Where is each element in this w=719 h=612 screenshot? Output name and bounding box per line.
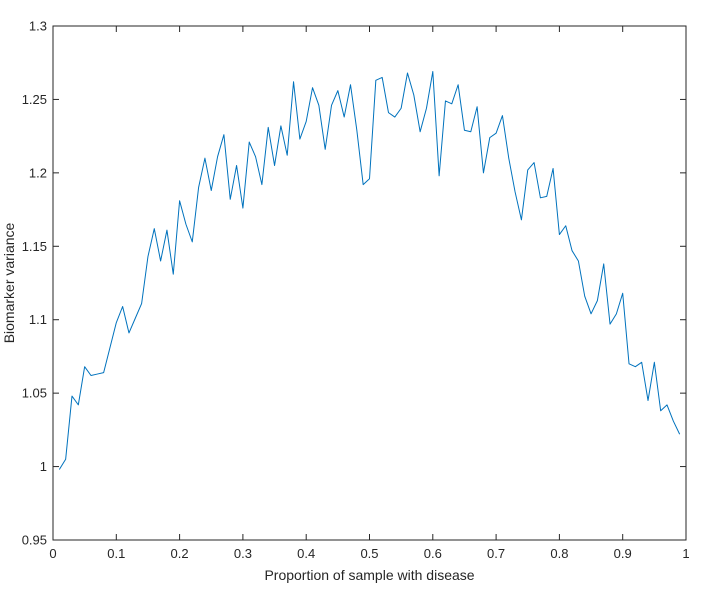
plot-frame — [52, 25, 687, 541]
y-axis-label: Biomarker variance — [1, 222, 17, 343]
plot-area — [53, 26, 686, 540]
x-axis-label: Proportion of sample with disease — [264, 567, 474, 583]
x-tick-label: 0.4 — [297, 546, 315, 561]
y-tick-label: 1.1 — [29, 312, 47, 327]
y-tick-label: 0.95 — [22, 533, 47, 548]
y-tick-label: 1.2 — [29, 165, 47, 180]
x-tick-label: 1 — [682, 546, 689, 561]
y-tick-label: 1.05 — [22, 386, 47, 401]
x-tick-label: 0.8 — [550, 546, 568, 561]
x-tick-label: 0 — [49, 546, 56, 561]
y-tick-label: 1.3 — [29, 19, 47, 34]
y-tick-label: 1.25 — [22, 92, 47, 107]
x-tick-label: 0.7 — [487, 546, 505, 561]
y-tick-label: 1.15 — [22, 239, 47, 254]
x-tick-label: 0.6 — [424, 546, 442, 561]
x-tick-label: 0.5 — [360, 546, 378, 561]
axis-tick-labels: 0 0.1 0.2 0.3 0.4 0.5 0.6 0.7 0.8 0.9 1 0.95 1 1.05 1.… — [22, 19, 690, 562]
x-tick-label: 0.1 — [107, 546, 125, 561]
y-tick-label: 1 — [40, 459, 47, 474]
x-tick-label: 0.9 — [614, 546, 632, 561]
series-layer — [58, 71, 681, 470]
x-tick-label: 0.3 — [234, 546, 252, 561]
series-line-0 — [58, 71, 681, 470]
x-tick-label: 0.2 — [171, 546, 189, 561]
